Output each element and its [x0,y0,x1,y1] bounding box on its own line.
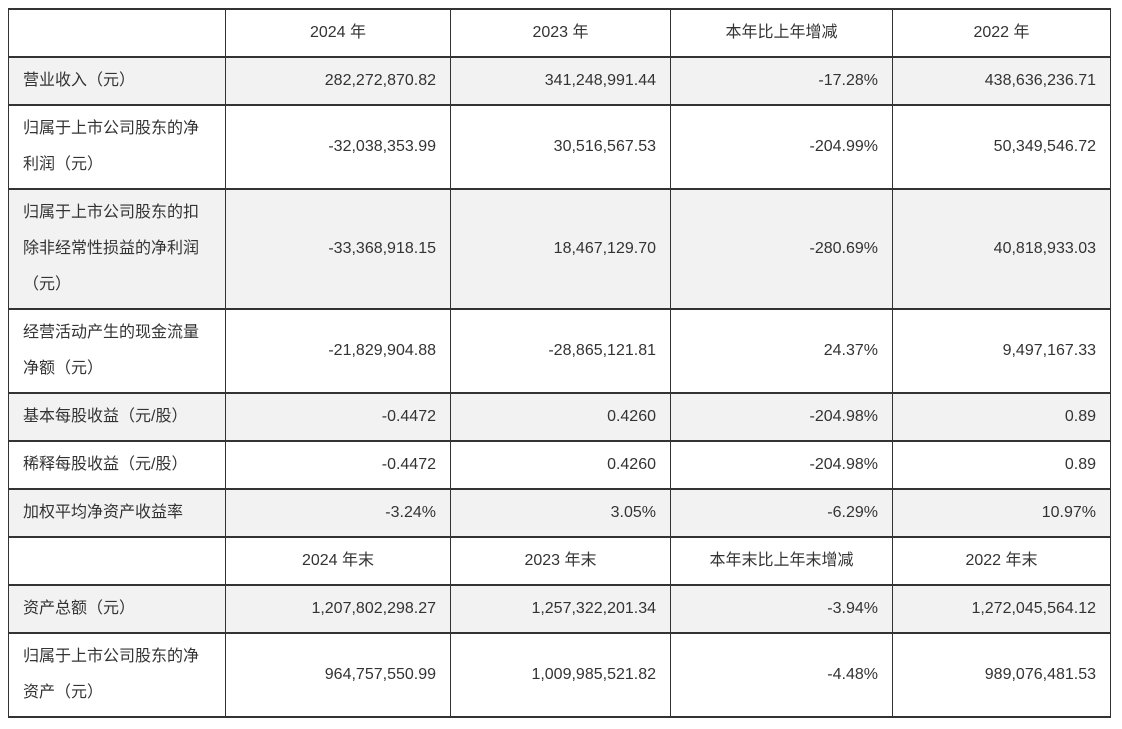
value-2022: 1,272,045,564.12 [892,584,1111,634]
header-2024-end: 2024 年末 [225,536,451,586]
table-row-net-assets: 归属于上市公司股东的净资产（元） 964,757,550.99 1,009,98… [8,632,1111,718]
value-2022: 50,349,546.72 [892,104,1111,190]
header-2022-end: 2022 年末 [892,536,1111,586]
header-blank [8,8,226,58]
value-2023: 1,257,322,201.34 [450,584,671,634]
value-2024: 964,757,550.99 [225,632,451,718]
table-row-weighted-avg-roe: 加权平均净资产收益率 -3.24% 3.05% -6.29% 10.97% [8,488,1111,538]
row-label: 归属于上市公司股东的净利润（元） [8,104,226,190]
header-row-year: 2024 年 2023 年 本年比上年增减 2022 年 [8,8,1111,58]
value-2024: -33,368,918.15 [225,188,451,310]
value-change: -204.98% [670,392,893,442]
value-2023: 30,516,567.53 [450,104,671,190]
value-2022: 10.97% [892,488,1111,538]
value-change: -4.48% [670,632,893,718]
row-label: 资产总额（元） [8,584,226,634]
value-2022: 438,636,236.71 [892,56,1111,106]
value-change: -3.94% [670,584,893,634]
header-2024: 2024 年 [225,8,451,58]
value-2024: 282,272,870.82 [225,56,451,106]
table-row-basic-eps: 基本每股收益（元/股） -0.4472 0.4260 -204.98% 0.89 [8,392,1111,442]
value-2022: 0.89 [892,392,1111,442]
value-change: 24.37% [670,308,893,394]
table-row-operating-cash-flow: 经营活动产生的现金流量净额（元） -21,829,904.88 -28,865,… [8,308,1111,394]
value-2023: 1,009,985,521.82 [450,632,671,718]
table-row-revenue: 营业收入（元） 282,272,870.82 341,248,991.44 -1… [8,56,1111,106]
value-2024: 1,207,802,298.27 [225,584,451,634]
header-2023-end: 2023 年末 [450,536,671,586]
value-2022: 9,497,167.33 [892,308,1111,394]
value-2022: 989,076,481.53 [892,632,1111,718]
value-2024: -21,829,904.88 [225,308,451,394]
value-change: -204.98% [670,440,893,490]
value-2024: -0.4472 [225,440,451,490]
value-2023: 341,248,991.44 [450,56,671,106]
table-row-deducted-net-profit: 归属于上市公司股东的扣除非经常性损益的净利润（元） -33,368,918.15… [8,188,1111,310]
value-2023: 0.4260 [450,440,671,490]
value-2023: -28,865,121.81 [450,308,671,394]
row-label: 营业收入（元） [8,56,226,106]
value-2024: -32,038,353.99 [225,104,451,190]
value-change: -6.29% [670,488,893,538]
value-2023: 18,467,129.70 [450,188,671,310]
row-label: 归属于上市公司股东的净资产（元） [8,632,226,718]
value-2022: 40,818,933.03 [892,188,1111,310]
value-2023: 0.4260 [450,392,671,442]
header-change: 本年比上年增减 [670,8,893,58]
value-change: -17.28% [670,56,893,106]
row-label: 稀释每股收益（元/股） [8,440,226,490]
value-2024: -0.4472 [225,392,451,442]
table-row-net-profit: 归属于上市公司股东的净利润（元） -32,038,353.99 30,516,5… [8,104,1111,190]
header-row-yearend: 2024 年末 2023 年末 本年末比上年末增减 2022 年末 [8,536,1111,586]
value-2023: 3.05% [450,488,671,538]
value-2024: -3.24% [225,488,451,538]
header-2022: 2022 年 [892,8,1111,58]
row-label: 基本每股收益（元/股） [8,392,226,442]
row-label: 经营活动产生的现金流量净额（元） [8,308,226,394]
header-2023: 2023 年 [450,8,671,58]
row-label: 归属于上市公司股东的扣除非经常性损益的净利润（元） [8,188,226,310]
header-change-end: 本年末比上年末增减 [670,536,893,586]
value-change: -204.99% [670,104,893,190]
table-row-total-assets: 资产总额（元） 1,207,802,298.27 1,257,322,201.3… [8,584,1111,634]
value-change: -280.69% [670,188,893,310]
table-row-diluted-eps: 稀释每股收益（元/股） -0.4472 0.4260 -204.98% 0.89 [8,440,1111,490]
value-2022: 0.89 [892,440,1111,490]
financial-summary-table: 2024 年 2023 年 本年比上年增减 2022 年 营业收入（元） 282… [8,8,1111,718]
row-label: 加权平均净资产收益率 [8,488,226,538]
header-blank [8,536,226,586]
